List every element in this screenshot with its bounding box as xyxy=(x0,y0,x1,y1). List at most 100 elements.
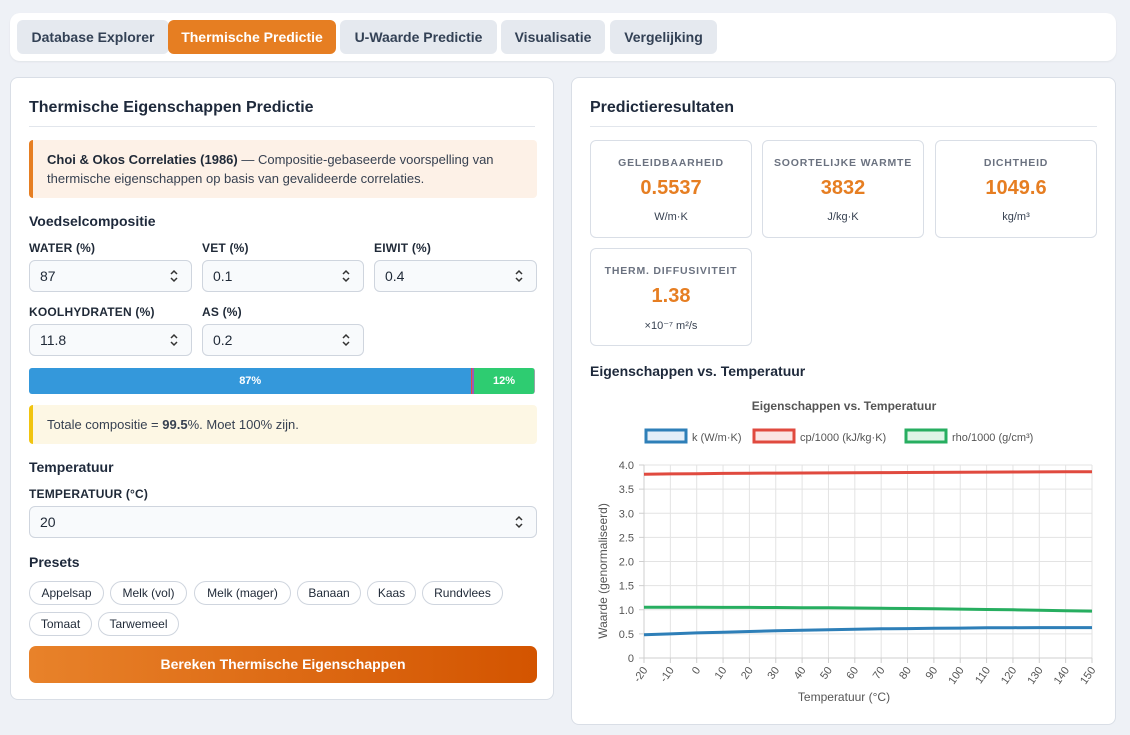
preset-rundvlees[interactable]: Rundvlees xyxy=(422,581,503,605)
y-axis: 0 0.5 1.0 1.5 2.0 2.5 3.0 3.5 4.0 xyxy=(619,460,644,665)
info-title: Choi & Okos Correlaties (1986) xyxy=(47,152,238,167)
preset-banaan[interactable]: Banaan xyxy=(297,581,361,605)
tab-thermische-predictie[interactable]: Thermische Predictie xyxy=(168,20,336,54)
spinner-icon[interactable] xyxy=(341,269,351,283)
legend-swatch xyxy=(904,428,948,444)
preset-kaas[interactable]: Kaas xyxy=(367,581,416,605)
panel-title: Predictieresultaten xyxy=(590,99,735,116)
x-tick-label: 150 xyxy=(1078,665,1098,687)
legend-swatch xyxy=(644,428,688,444)
vet-label: VET (%) xyxy=(202,241,249,255)
composition-bar: 87% 12% xyxy=(29,368,535,394)
info-box: Choi & Okos Correlaties (1986) — Composi… xyxy=(29,140,537,198)
card-unit: ×10⁻⁷ m²/s xyxy=(644,320,698,332)
x-tick-label: 100 xyxy=(946,665,966,687)
y-tick-label: 0.5 xyxy=(619,629,634,641)
eiwit-input[interactable]: 0.4 xyxy=(374,260,537,292)
y-tick-label: 3.0 xyxy=(619,508,634,520)
tab-visualisatie[interactable]: Visualisatie xyxy=(501,20,605,54)
x-tick-label: 90 xyxy=(923,665,940,682)
y-tick-label: 2.5 xyxy=(619,532,634,544)
y-tick-label: 4.0 xyxy=(619,460,634,472)
x-tick-label: 130 xyxy=(1025,665,1045,687)
chart-series xyxy=(643,470,1093,637)
x-tick-label: 140 xyxy=(1052,665,1072,687)
spinner-icon[interactable] xyxy=(341,333,351,347)
presets-title: Presets xyxy=(29,554,80,570)
temperature-input[interactable]: 20 xyxy=(29,506,537,538)
x-tick-label: 50 xyxy=(818,665,835,682)
temperature-title: Temperatuur xyxy=(29,459,114,475)
card-label: THERM. DIFFUSIVITEIT xyxy=(604,265,738,277)
series-line-2 xyxy=(643,470,1093,476)
card-label: SOORTELIJKE WARMTE xyxy=(773,157,913,169)
chart-title: Eigenschappen vs. Temperatuur xyxy=(752,399,937,413)
spinner-icon[interactable] xyxy=(514,269,524,283)
spinner-icon[interactable] xyxy=(169,269,179,283)
koolhydraten-label: KOOLHYDRATEN (%) xyxy=(29,305,155,319)
tab-u-waarde-predictie[interactable]: U-Waarde Predictie xyxy=(340,20,497,54)
legend-label: k (W/m·K) xyxy=(692,432,741,444)
card-unit: J/kg·K xyxy=(827,211,859,223)
tab-bar: Database Explorer Thermische Predictie U… xyxy=(10,13,1116,61)
result-card-geleidbaarheid: GELEIDBAARHEID 0.5537 W/m·K xyxy=(590,140,752,238)
water-value: 87 xyxy=(40,268,56,284)
card-value: 0.5537 xyxy=(640,177,702,199)
series-line-3 xyxy=(644,605,1093,613)
as-value: 0.2 xyxy=(213,332,233,348)
preset-appelsap[interactable]: Appelsap xyxy=(29,581,104,605)
result-card-diffusiviteit: THERM. DIFFUSIVITEIT 1.38 ×10⁻⁷ m²/s xyxy=(590,248,752,346)
vet-input[interactable]: 0.1 xyxy=(202,260,364,292)
y-tick-label: 1.5 xyxy=(619,581,634,593)
card-unit: kg/m³ xyxy=(1002,211,1030,223)
divider xyxy=(29,126,535,127)
composition-segment-water: 87% xyxy=(29,368,472,394)
x-tick-label: 10 xyxy=(713,665,730,682)
x-tick-label: 70 xyxy=(871,665,888,682)
warning-total: 99.5 xyxy=(162,417,188,432)
spinner-icon[interactable] xyxy=(169,333,179,347)
preset-tomaat[interactable]: Tomaat xyxy=(29,612,92,636)
tab-database-explorer[interactable]: Database Explorer xyxy=(17,20,169,54)
card-label: DICHTHEID xyxy=(983,157,1049,169)
warning-suffix: %. Moet 100% zijn. xyxy=(187,417,299,432)
results-panel: Predictieresultaten GELEIDBAARHEID 0.553… xyxy=(571,77,1116,725)
temperature-label: TEMPERATUUR (°C) xyxy=(29,487,149,501)
preset-melk-mager[interactable]: Melk (mager) xyxy=(194,581,291,605)
legend-label: rho/1000 (g/cm³) xyxy=(952,432,1033,444)
x-tick-label: 80 xyxy=(897,665,914,682)
card-value: 1049.6 xyxy=(985,177,1047,199)
x-tick-label: 20 xyxy=(739,665,756,682)
x-tick-label: 110 xyxy=(973,665,993,686)
x-tick-label: -10 xyxy=(658,665,677,685)
as-label: AS (%) xyxy=(202,305,242,319)
y-axis-label: Waarde (genormaliseerd) xyxy=(596,503,610,639)
calculate-button[interactable]: Bereken Thermische Eigenschappen xyxy=(29,646,537,683)
composition-segment-vet xyxy=(471,368,472,394)
y-tick-label: 0 xyxy=(628,653,634,665)
spinner-icon[interactable] xyxy=(514,515,524,529)
input-panel: Thermische Eigenschappen Predictie Choi … xyxy=(10,77,554,700)
eiwit-value: 0.4 xyxy=(385,268,405,284)
warning-prefix: Totale compositie = xyxy=(47,417,163,432)
card-unit: W/m·K xyxy=(654,211,688,223)
koolhydraten-input[interactable]: 11.8 xyxy=(29,324,192,356)
preset-tarwemeel[interactable]: Tarwemeel xyxy=(98,612,179,636)
tab-vergelijking[interactable]: Vergelijking xyxy=(610,20,717,54)
card-label: GELEIDBAARHEID xyxy=(618,157,724,169)
preset-melk-vol[interactable]: Melk (vol) xyxy=(110,581,187,605)
legend-swatch xyxy=(752,428,796,444)
y-tick-label: 1.0 xyxy=(619,605,634,617)
chart-heading: Eigenschappen vs. Temperatuur xyxy=(590,363,806,379)
x-tick-label: 30 xyxy=(765,665,782,682)
result-card-dichtheid: DICHTHEID 1049.6 kg/m³ xyxy=(935,140,1097,238)
x-tick-label: 120 xyxy=(999,665,1019,687)
koolhydraten-value: 11.8 xyxy=(40,332,67,348)
x-tick-label: -20 xyxy=(632,665,651,685)
card-value: 3832 xyxy=(820,177,866,199)
water-input[interactable]: 87 xyxy=(29,260,192,292)
eiwit-label: EIWIT (%) xyxy=(374,241,432,255)
panel-title: Thermische Eigenschappen Predictie xyxy=(29,99,314,116)
as-input[interactable]: 0.2 xyxy=(202,324,364,356)
y-tick-label: 2.0 xyxy=(619,557,634,569)
